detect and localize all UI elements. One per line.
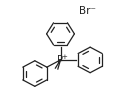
Text: +: + bbox=[61, 54, 67, 60]
Text: Br⁻: Br⁻ bbox=[79, 6, 96, 16]
Text: P: P bbox=[57, 55, 64, 65]
